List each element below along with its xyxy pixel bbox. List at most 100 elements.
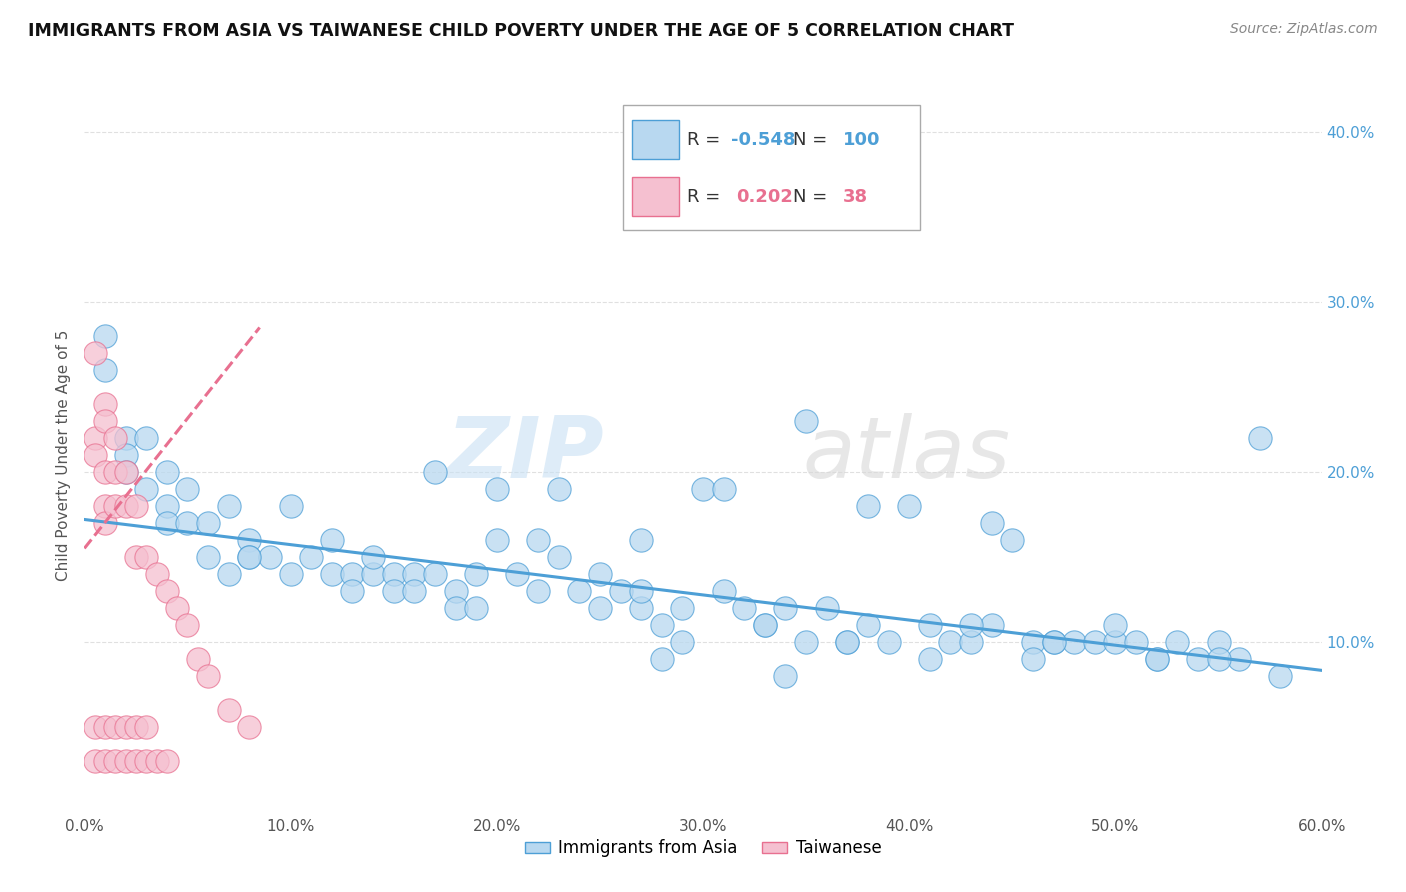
Point: [775, 669, 797, 683]
Text: 0.202: 0.202: [737, 187, 793, 205]
Point: [145, 566, 167, 581]
Point: [280, 566, 302, 581]
Point: [83, 720, 105, 734]
Point: [1208, 635, 1230, 649]
Text: -0.548: -0.548: [731, 130, 796, 148]
Point: [83, 346, 105, 360]
Point: [1227, 652, 1250, 666]
Point: [651, 652, 673, 666]
Point: [980, 516, 1002, 530]
Point: [280, 499, 302, 513]
Point: [135, 482, 157, 496]
Point: [114, 431, 136, 445]
Point: [404, 566, 426, 581]
Point: [104, 754, 127, 768]
Point: [960, 617, 983, 632]
Point: [1001, 533, 1024, 547]
Point: [837, 635, 859, 649]
Text: atlas: atlas: [801, 413, 1010, 497]
Point: [527, 533, 550, 547]
Point: [156, 583, 179, 598]
Point: [713, 583, 735, 598]
Text: ZIP: ZIP: [446, 413, 605, 497]
Point: [423, 566, 446, 581]
Text: IMMIGRANTS FROM ASIA VS TAIWANESE CHILD POVERTY UNDER THE AGE OF 5 CORRELATION C: IMMIGRANTS FROM ASIA VS TAIWANESE CHILD …: [28, 22, 1014, 40]
Point: [197, 516, 219, 530]
Point: [465, 566, 488, 581]
Point: [94, 329, 117, 343]
Point: [94, 414, 117, 428]
Point: [547, 549, 569, 564]
Point: [1042, 635, 1064, 649]
Point: [321, 533, 343, 547]
Point: [238, 720, 260, 734]
Point: [733, 600, 755, 615]
Point: [1104, 617, 1126, 632]
Point: [589, 600, 612, 615]
Point: [125, 720, 148, 734]
Point: [187, 652, 209, 666]
Point: [506, 566, 529, 581]
Point: [94, 720, 117, 734]
Point: [83, 431, 105, 445]
Point: [104, 465, 127, 479]
Point: [898, 499, 921, 513]
Point: [877, 635, 900, 649]
Point: [856, 499, 879, 513]
Point: [1270, 669, 1292, 683]
Point: [444, 600, 467, 615]
Point: [630, 533, 652, 547]
Point: [218, 499, 240, 513]
Point: [156, 754, 179, 768]
Point: [321, 566, 343, 581]
Point: [135, 720, 157, 734]
Point: [527, 583, 550, 598]
Point: [156, 516, 179, 530]
Point: [104, 431, 127, 445]
FancyBboxPatch shape: [633, 177, 679, 216]
Point: [156, 465, 179, 479]
Point: [589, 566, 612, 581]
Point: [815, 600, 838, 615]
Point: [547, 482, 569, 496]
Point: [166, 600, 188, 615]
Point: [754, 617, 776, 632]
Point: [980, 617, 1002, 632]
Point: [794, 635, 817, 649]
Point: [837, 635, 859, 649]
Point: [114, 465, 136, 479]
Point: [1022, 635, 1045, 649]
Point: [856, 617, 879, 632]
Point: [176, 516, 198, 530]
Point: [238, 533, 260, 547]
Point: [218, 703, 240, 717]
Point: [125, 754, 148, 768]
Point: [104, 720, 127, 734]
Point: [125, 549, 148, 564]
Point: [1146, 652, 1168, 666]
Point: [238, 549, 260, 564]
Text: R =: R =: [688, 130, 725, 148]
Point: [630, 600, 652, 615]
Point: [444, 583, 467, 598]
Point: [156, 499, 179, 513]
Point: [145, 754, 167, 768]
Point: [485, 482, 508, 496]
Point: [382, 583, 405, 598]
Point: [1187, 652, 1209, 666]
Point: [238, 549, 260, 564]
Point: [404, 583, 426, 598]
Text: 100: 100: [842, 130, 880, 148]
Point: [94, 363, 117, 377]
Point: [465, 600, 488, 615]
Point: [692, 482, 714, 496]
FancyBboxPatch shape: [633, 120, 679, 159]
Point: [918, 652, 941, 666]
Point: [114, 754, 136, 768]
Point: [176, 617, 198, 632]
Point: [1022, 652, 1045, 666]
Point: [630, 583, 652, 598]
Point: [1249, 431, 1271, 445]
Text: R =: R =: [688, 187, 725, 205]
Point: [83, 448, 105, 462]
